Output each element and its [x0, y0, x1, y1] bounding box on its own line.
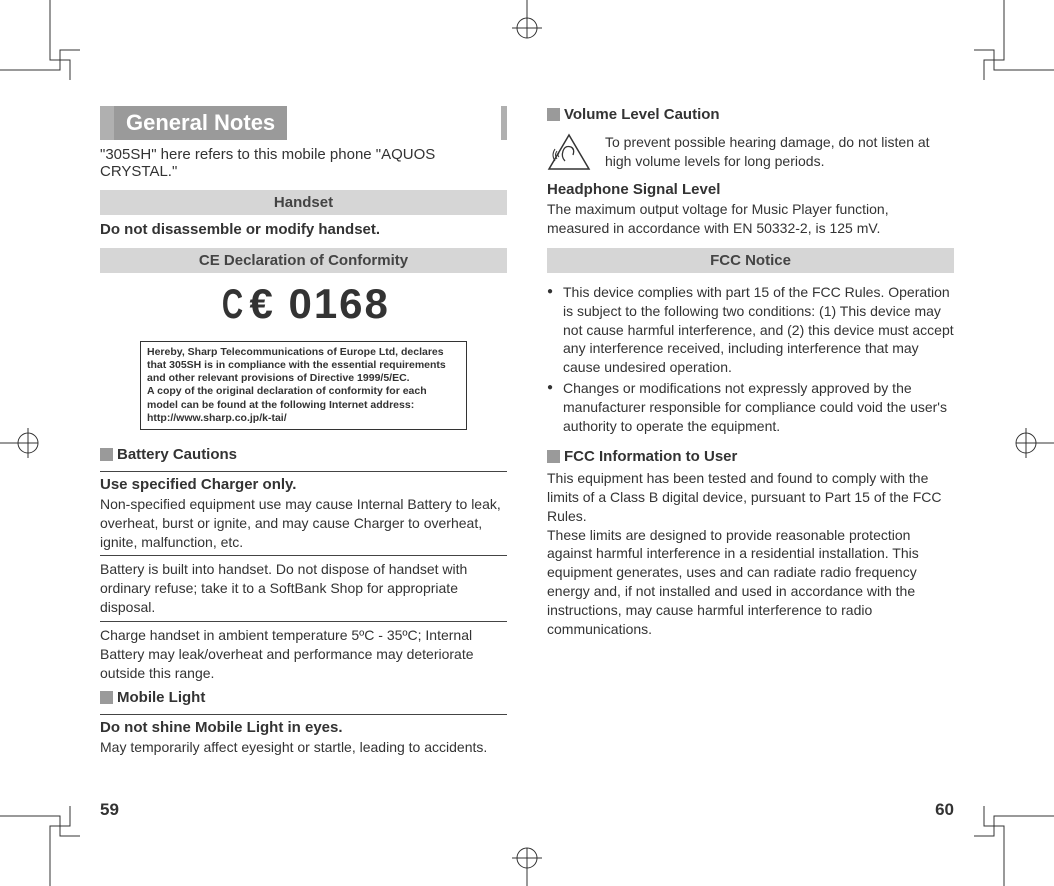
divider: [100, 621, 507, 622]
fcc-info-p1: This equipment has been tested and found…: [547, 469, 954, 526]
fcc-header: FCC Notice: [547, 248, 954, 273]
volume-title: Volume Level Caution: [564, 106, 720, 123]
handset-header: Handset: [100, 190, 507, 215]
battery-section: Battery Cautions: [100, 446, 507, 463]
headphone-bold: Headphone Signal Level: [547, 181, 954, 198]
battery-text-1: Non-specified equipment use may cause In…: [100, 495, 507, 552]
volume-text: To prevent possible hearing damage, do n…: [605, 133, 954, 171]
battery-text-3: Charge handset in ambient temperature 5º…: [100, 626, 507, 683]
declaration-box: Hereby, Sharp Telecommunications of Euro…: [140, 341, 467, 430]
ml-bold: Do not shine Mobile Light in eyes.: [100, 719, 507, 736]
decl-line-4: model can be found at the following Inte…: [147, 399, 460, 412]
volume-caution-row: To prevent possible hearing damage, do n…: [547, 133, 954, 171]
section-box-icon: [547, 450, 560, 463]
battery-text-2: Battery is built into handset. Do not di…: [100, 560, 507, 617]
page-content: General Notes "305SH" here refers to thi…: [100, 106, 954, 806]
header-accent-left: [100, 106, 114, 140]
intro-text: "305SH" here refers to this mobile phone…: [100, 146, 507, 180]
decl-line-2: and other relevant provisions of Directi…: [147, 372, 460, 385]
page-number-right: 60: [935, 800, 954, 820]
header-accent-right: [501, 106, 507, 140]
ce-mark-block: C€ 0168: [100, 279, 507, 333]
decl-line-5: http://www.sharp.co.jp/k-tai/: [147, 412, 460, 425]
section-box-icon: [547, 108, 560, 121]
battery-bold-1: Use specified Charger only.: [100, 476, 507, 493]
ce-mark: C€ 0168: [100, 283, 507, 325]
ml-text: May temporarily affect eyesight or start…: [100, 738, 507, 757]
mobile-light-title: Mobile Light: [117, 689, 205, 706]
fcc-info-p2: These limits are designed to provide rea…: [547, 526, 954, 639]
section-box-icon: [100, 691, 113, 704]
fcc-info-section: FCC Information to User: [547, 448, 954, 465]
page-numbers: 59 60: [100, 800, 954, 820]
fcc-info-title: FCC Information to User: [564, 448, 737, 465]
fcc-bullet-2: Changes or modifications not expressly a…: [547, 379, 954, 436]
handset-warning: Do not disassemble or modify handset.: [100, 221, 507, 238]
mobile-light-section: Mobile Light: [100, 689, 507, 706]
fcc-bullet-list: This device complies with part 15 of the…: [547, 283, 954, 438]
divider: [100, 555, 507, 556]
divider: [100, 714, 507, 715]
section-box-icon: [100, 448, 113, 461]
ce-header: CE Declaration of Conformity: [100, 248, 507, 273]
left-column: General Notes "305SH" here refers to thi…: [100, 106, 507, 806]
decl-line-3: A copy of the original declaration of co…: [147, 385, 460, 398]
divider: [100, 471, 507, 472]
page-number-left: 59: [100, 800, 119, 820]
decl-line-0: Hereby, Sharp Telecommunications of Euro…: [147, 346, 460, 359]
hearing-warning-icon: [547, 133, 591, 171]
ce-number: 0168: [288, 280, 389, 327]
battery-title: Battery Cautions: [117, 446, 237, 463]
volume-section: Volume Level Caution: [547, 106, 954, 123]
headphone-text: The maximum output voltage for Music Pla…: [547, 200, 954, 238]
decl-line-1: that 305SH is in compliance with the ess…: [147, 359, 460, 372]
general-notes-header: General Notes: [100, 106, 507, 140]
main-title: General Notes: [114, 106, 287, 140]
right-column: Volume Level Caution To prevent possible…: [547, 106, 954, 806]
fcc-bullet-1: This device complies with part 15 of the…: [547, 283, 954, 377]
